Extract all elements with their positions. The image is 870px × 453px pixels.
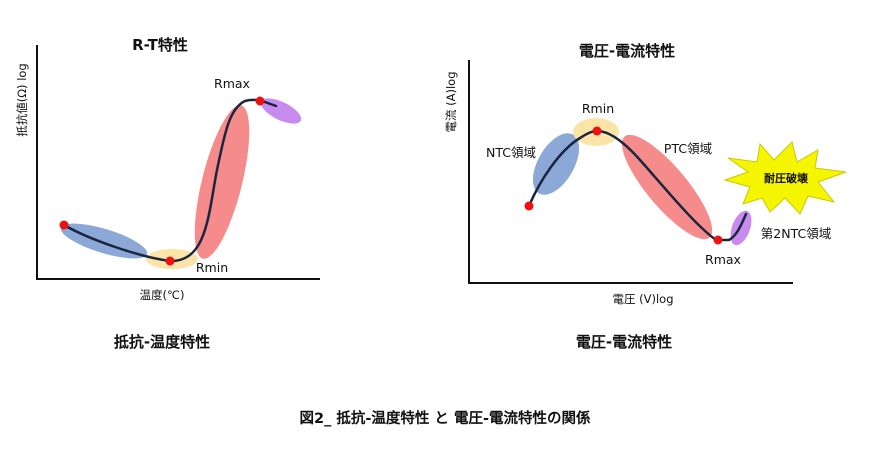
figure-caption: 図2_ 抵抗-温度特性 と 電圧-電流特性の関係 xyxy=(299,409,591,427)
rt-rmin-label: Rmin xyxy=(196,260,228,275)
vi-ntc-label: NTC領域 xyxy=(486,145,536,160)
vi-curve xyxy=(527,129,748,242)
breakdown-label: 耐圧破壊 xyxy=(764,171,809,185)
rt-rmax-point xyxy=(255,96,265,106)
vi-start-point xyxy=(524,201,534,211)
rt-ntc-region xyxy=(60,223,148,259)
vi-chart: 耐圧破壊 電圧-電流特性 電流 (A)log 電圧 (V)log Rmin NT… xyxy=(444,42,847,351)
breakdown-burst-icon xyxy=(723,141,847,215)
rt-caption: 抵抗-温度特性 xyxy=(114,333,210,351)
rt-y-label: 抵抗値(Ω) log xyxy=(15,63,29,136)
rt-title: R-T特性 xyxy=(132,36,188,54)
vi-rmin-point xyxy=(592,126,602,136)
rt-second-ntc-region xyxy=(260,98,302,124)
vi-y-label: 電流 (A)log xyxy=(444,71,458,132)
vi-rmax-point xyxy=(713,235,723,245)
rt-rmin-point xyxy=(165,256,175,266)
vi-title: 電圧-電流特性 xyxy=(579,42,675,60)
vi-ptc-label: PTC領域 xyxy=(664,141,712,156)
vi-rmin-label: Rmin xyxy=(582,101,614,116)
vi-x-label: 電圧 (V)log xyxy=(612,292,673,306)
rt-chart: R-T特性 抵抗値(Ω) log 温度(℃) Rmax Rmin 抵抗-温度特性 xyxy=(15,36,320,351)
rt-rmax-label: Rmax xyxy=(214,76,250,91)
vi-ntc2-label: 第2NTC領域 xyxy=(761,226,831,241)
rt-start-point xyxy=(59,220,69,230)
vi-rmax-label: Rmax xyxy=(705,252,741,267)
rt-ptc-region xyxy=(194,105,250,259)
vi-second-ntc-region xyxy=(730,210,752,246)
rt-curve xyxy=(62,98,278,263)
vi-ptc-region xyxy=(621,134,713,240)
vi-caption: 電圧-電流特性 xyxy=(576,333,672,351)
rt-x-label: 温度(℃) xyxy=(140,288,185,302)
